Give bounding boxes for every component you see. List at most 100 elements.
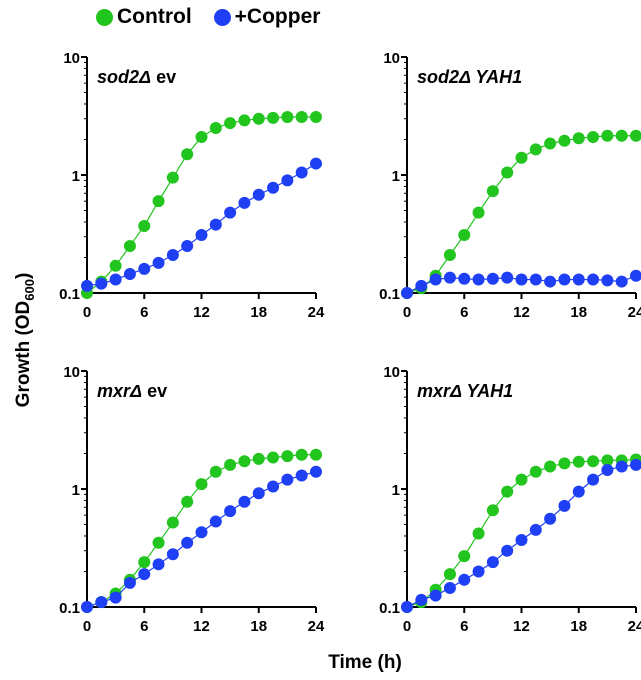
legend-label-control: Control <box>117 5 192 28</box>
data-point-copper <box>95 277 108 290</box>
data-point-copper <box>601 463 614 476</box>
data-point-copper <box>601 274 614 287</box>
x-tick-label: 6 <box>460 618 468 635</box>
panel-title-italic: mxrΔ <box>97 381 142 401</box>
data-point-copper <box>544 275 557 288</box>
data-point-control <box>166 516 179 529</box>
data-point-control <box>630 129 641 142</box>
data-point-control <box>486 504 499 517</box>
data-point-copper <box>515 533 528 546</box>
data-point-copper <box>401 601 413 613</box>
data-point-control <box>209 122 222 135</box>
x-tick-label: 18 <box>570 618 587 635</box>
data-point-copper <box>195 229 208 242</box>
data-point-copper <box>152 256 165 269</box>
x-tick-label: 0 <box>403 618 411 635</box>
data-point-control <box>486 185 499 198</box>
x-tick-label: 0 <box>83 618 91 635</box>
data-point-control <box>166 171 179 184</box>
data-point-copper <box>181 536 194 549</box>
x-tick-label: 18 <box>250 304 267 321</box>
data-point-copper <box>501 544 514 557</box>
data-point-control <box>515 151 528 164</box>
data-point-control <box>310 111 322 124</box>
data-point-control <box>238 455 251 468</box>
data-point-copper <box>486 556 499 569</box>
data-point-copper <box>209 218 222 231</box>
data-point-control <box>195 478 208 491</box>
data-point-copper <box>166 548 179 561</box>
data-point-control <box>587 130 600 143</box>
data-point-copper <box>443 581 456 594</box>
data-point-copper <box>415 593 428 606</box>
y-tick-label: 1 <box>392 482 400 499</box>
data-point-control <box>572 455 585 468</box>
data-point-control <box>472 527 485 540</box>
y-tick-label: 10 <box>63 50 80 67</box>
panel-title: sod2Δ ev <box>97 67 176 87</box>
data-point-copper <box>615 275 628 288</box>
legend-label-copper: +Copper <box>234 5 321 28</box>
panel-title: mxrΔ YAH1 <box>417 381 513 401</box>
data-point-copper <box>572 485 585 498</box>
data-point-control <box>238 114 251 127</box>
data-point-copper <box>572 273 585 286</box>
data-point-control <box>181 495 194 508</box>
chart-panel-1: 0.1 1 10 0 6 12 18 24 sod2Δ ev <box>59 50 325 321</box>
data-point-control <box>209 465 222 478</box>
data-point-control <box>558 134 571 147</box>
data-point-control <box>181 148 194 161</box>
data-point-copper <box>558 273 571 286</box>
y-tick-label: 10 <box>383 50 400 67</box>
data-point-copper <box>630 269 641 282</box>
y-tick-label: 0.1 <box>379 600 400 617</box>
y-tick-label: 1 <box>72 482 80 499</box>
data-point-copper <box>123 576 136 589</box>
data-point-control <box>109 259 122 272</box>
data-point-copper <box>238 196 251 209</box>
y-tick-label: 1 <box>392 168 400 185</box>
panel-title-rest: ev <box>142 381 167 401</box>
data-point-copper <box>401 287 413 299</box>
data-point-copper <box>138 568 151 581</box>
data-point-copper <box>295 166 308 179</box>
data-point-control <box>601 454 614 467</box>
data-point-copper <box>281 473 294 486</box>
data-point-control <box>458 229 471 242</box>
x-tick-label: 6 <box>140 304 148 321</box>
y-tick-label: 0.1 <box>379 286 400 303</box>
data-point-control <box>310 448 322 461</box>
x-tick-label: 6 <box>140 618 148 635</box>
data-point-copper <box>238 495 251 508</box>
panel-title-italic: sod2Δ YAH1 <box>417 67 522 87</box>
data-point-copper <box>267 181 280 194</box>
data-point-control <box>544 460 557 473</box>
data-point-control <box>515 473 528 486</box>
x-tick-label: 12 <box>193 304 210 321</box>
data-point-control <box>544 137 557 150</box>
data-point-control <box>443 248 456 261</box>
y-axis-label-subscript: 600 <box>21 279 37 301</box>
data-point-copper <box>529 273 542 286</box>
y-axis-label-text: Growth (OD <box>13 300 35 408</box>
data-point-copper <box>252 487 265 500</box>
data-point-copper <box>109 591 122 604</box>
data-point-control <box>501 166 514 179</box>
data-point-control <box>295 111 308 124</box>
data-point-copper <box>123 267 136 280</box>
x-tick-label: 24 <box>308 618 325 635</box>
data-point-control <box>138 556 151 569</box>
data-point-control <box>501 485 514 498</box>
data-point-control <box>252 112 265 125</box>
data-point-control <box>601 129 614 142</box>
data-point-copper <box>429 589 442 602</box>
x-tick-label: 18 <box>250 618 267 635</box>
panel-title: mxrΔ ev <box>97 381 167 401</box>
data-point-copper <box>429 273 442 286</box>
data-point-copper <box>166 248 179 261</box>
data-point-control <box>123 240 136 253</box>
chart-panel-4: 0.1 1 10 0 6 12 18 24 mxrΔ YAH1 <box>379 364 641 635</box>
data-point-control <box>281 111 294 124</box>
data-point-control <box>152 536 165 549</box>
